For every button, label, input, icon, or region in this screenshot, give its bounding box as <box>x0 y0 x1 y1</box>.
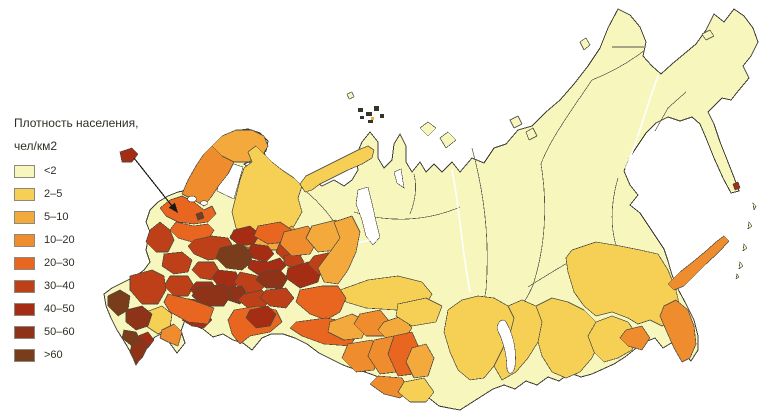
legend-item: 20–30 <box>14 257 138 270</box>
border-chukotka-magadan <box>654 91 687 132</box>
region-rostov <box>129 269 167 305</box>
region-altai-republic <box>397 377 435 403</box>
region-astrakhan <box>159 323 183 347</box>
legend-label: 2–5 <box>44 188 63 200</box>
legend-swatch <box>14 303 35 316</box>
legend-swatch <box>14 211 35 224</box>
legend-swatch <box>14 326 35 339</box>
region-primorye <box>659 299 697 363</box>
city-petropavlovsk <box>732 181 741 191</box>
legend-title-line2: чел/км2 <box>14 139 58 153</box>
lake-ladoga <box>187 195 197 203</box>
border-gydan <box>409 173 416 215</box>
region-arkhangelsk <box>231 145 303 239</box>
region-voronezh <box>191 283 233 307</box>
legend-item: 10–20 <box>14 234 138 247</box>
yenisei-river <box>451 169 471 293</box>
legend-label: 5–10 <box>44 211 69 223</box>
legend-swatch <box>14 165 35 178</box>
island-sakhalin <box>667 235 730 291</box>
region-mordovia <box>255 269 289 289</box>
legend-items: <2 2–5 5–10 10–20 20–30 30–40 40–50 <box>14 165 138 362</box>
island-kolguev <box>346 91 355 100</box>
legend-swatch <box>14 234 35 247</box>
legend-label: 30–40 <box>44 280 75 292</box>
region-khabarovsk-south <box>565 241 681 327</box>
city-st-petersburg <box>195 211 205 221</box>
kaliningrad-arrow-head <box>168 202 178 213</box>
lena-river <box>625 75 659 169</box>
legend-label: 40–50 <box>44 303 75 315</box>
region-samara <box>245 305 277 329</box>
islands-kuril <box>735 202 757 280</box>
legend-item: 30–40 <box>14 280 138 293</box>
region-smolensk <box>161 251 193 275</box>
region-stavropol <box>125 305 153 331</box>
legend: Плотность населения, чел/км2 <2 2–5 5–10… <box>14 116 138 372</box>
region-sverdlovsk <box>317 215 361 285</box>
island-vaygach <box>419 121 437 137</box>
region-volgograd <box>163 293 215 325</box>
legend-label: <2 <box>44 165 57 177</box>
legend-swatch <box>14 257 35 270</box>
region-moscow-oblast <box>215 243 253 271</box>
region-penza <box>259 287 295 309</box>
region-tomsk <box>395 297 443 327</box>
island-wrangel <box>701 29 715 41</box>
lake-baikal <box>497 319 516 374</box>
region-pskov <box>145 221 175 253</box>
border-taymyr-yakutia <box>591 49 646 81</box>
legend-label: 50–60 <box>44 326 75 338</box>
region-karelia <box>181 145 235 207</box>
legend-swatch <box>14 349 35 362</box>
islands-franz-josef-land <box>358 106 384 123</box>
island-severnaya-zemlya-1 <box>579 37 591 51</box>
legend-swatch <box>14 280 35 293</box>
legend-label: >60 <box>44 349 63 361</box>
ob-bay <box>355 186 381 246</box>
legend-label: 10–20 <box>44 234 75 246</box>
region-kaluga <box>191 261 221 281</box>
legend-label: 20–30 <box>44 257 75 269</box>
island-bely <box>439 131 457 149</box>
legend-swatch <box>14 188 35 201</box>
legend-item: 50–60 <box>14 326 138 339</box>
legend-item: 40–50 <box>14 303 138 316</box>
region-omsk <box>341 339 381 373</box>
island-severnaya-zemlya-2 <box>509 115 523 129</box>
region-khakassia <box>405 343 435 379</box>
legend-item: 2–5 <box>14 188 138 201</box>
legend-item: <2 <box>14 165 138 178</box>
legend-item: >60 <box>14 349 138 362</box>
region-zabaikalsky <box>535 297 601 379</box>
region-jewish-ao <box>619 325 651 351</box>
taz-bay <box>393 168 405 189</box>
island-novaya-zemlya <box>299 145 375 193</box>
region-dagestan <box>129 337 149 365</box>
region-amur <box>587 315 639 363</box>
kaliningrad-arrow-line <box>133 157 173 207</box>
region-bashkortostan <box>295 285 347 321</box>
region-kaliningrad <box>119 147 139 163</box>
legend-item: 5–10 <box>14 211 138 224</box>
island-severnaya-zemlya-3 <box>525 127 538 141</box>
border-krasnoyarsk-yakutia <box>517 79 593 310</box>
legend-title-line1: Плотность населения, <box>14 116 139 130</box>
lake-onega <box>200 200 208 206</box>
